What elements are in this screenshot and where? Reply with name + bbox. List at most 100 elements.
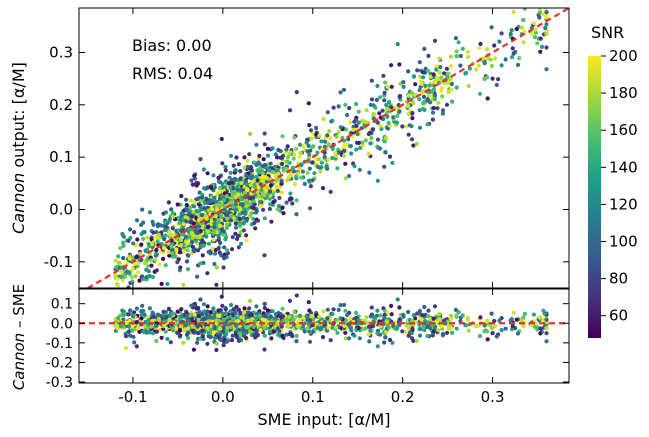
- data-point: [544, 22, 549, 27]
- data-point: [356, 140, 361, 145]
- residual-point: [544, 339, 549, 344]
- residual-point: [239, 315, 244, 320]
- data-point: [406, 132, 411, 137]
- data-point: [262, 253, 267, 258]
- data-point: [267, 196, 272, 201]
- data-point: [444, 102, 450, 107]
- data-point: [256, 193, 261, 198]
- data-point: [276, 147, 281, 153]
- residual-point: [369, 305, 374, 310]
- data-point: [371, 111, 376, 116]
- residual-point: [268, 329, 273, 334]
- data-point: [248, 213, 253, 218]
- residual-point: [420, 313, 425, 318]
- residual-point: [431, 316, 436, 321]
- data-point: [231, 216, 236, 221]
- data-point: [185, 267, 191, 272]
- residual-point: [177, 316, 182, 321]
- data-point: [242, 165, 247, 170]
- data-point: [191, 248, 196, 253]
- residual-point: [294, 293, 299, 298]
- residual-point: [423, 319, 428, 324]
- data-point: [265, 176, 270, 181]
- data-point: [366, 131, 371, 137]
- data-point: [410, 116, 415, 121]
- data-point: [231, 163, 236, 168]
- data-point: [201, 167, 206, 172]
- residual-point: [230, 333, 235, 338]
- residual-point: [456, 310, 461, 315]
- residual-point: [409, 331, 414, 336]
- data-point: [409, 137, 415, 142]
- residual-point: [354, 310, 359, 315]
- residual-point: [375, 308, 380, 313]
- residual-point: [521, 324, 526, 329]
- data-point: [169, 241, 174, 246]
- data-point: [228, 218, 233, 223]
- y-tick-label: 0.1: [51, 297, 73, 313]
- residual-point: [532, 324, 538, 329]
- data-point: [232, 176, 238, 181]
- data-point: [255, 178, 260, 183]
- data-point: [417, 97, 422, 102]
- data-point: [428, 100, 433, 105]
- data-point: [206, 208, 211, 213]
- data-point: [212, 225, 217, 230]
- data-point: [544, 9, 549, 15]
- residual-point: [330, 311, 335, 317]
- residual-point: [134, 306, 140, 311]
- data-point: [196, 248, 201, 253]
- data-point: [430, 117, 435, 122]
- residual-point: [270, 309, 275, 314]
- residual-point: [179, 313, 184, 318]
- residual-point: [328, 338, 333, 343]
- data-point: [219, 253, 224, 258]
- data-point: [258, 182, 263, 187]
- residual-point: [189, 303, 194, 308]
- data-point: [257, 166, 263, 171]
- data-point: [302, 181, 307, 186]
- data-point: [297, 166, 302, 171]
- residual-point: [482, 329, 487, 334]
- data-point: [119, 269, 124, 274]
- residual-point: [221, 343, 226, 348]
- data-point: [212, 217, 217, 222]
- top-y-ticks: -0.1 0.0 0.1 0.2 0.3: [44, 43, 569, 271]
- data-point: [436, 100, 441, 105]
- residual-point: [218, 333, 223, 338]
- data-point: [248, 131, 253, 136]
- data-point: [346, 137, 351, 142]
- data-point: [544, 31, 549, 37]
- data-point: [252, 220, 257, 226]
- data-point: [366, 120, 371, 125]
- residual-point: [208, 310, 213, 315]
- data-point: [155, 224, 160, 229]
- residual-point: [522, 311, 527, 316]
- data-point: [367, 170, 372, 175]
- residual-point: [397, 305, 402, 310]
- data-point: [188, 198, 193, 203]
- y-tick-label: 0.0: [49, 200, 73, 218]
- data-point: [194, 235, 200, 240]
- residual-point: [410, 326, 415, 331]
- data-point: [220, 227, 225, 232]
- data-point: [206, 241, 212, 246]
- data-point: [240, 210, 245, 215]
- residual-point: [375, 344, 380, 349]
- data-point: [307, 166, 312, 171]
- data-point: [390, 160, 395, 165]
- data-point: [231, 191, 236, 196]
- residual-point: [343, 318, 348, 323]
- residual-point: [238, 310, 243, 315]
- residual-point: [395, 297, 400, 302]
- residual-point: [466, 328, 471, 333]
- data-point: [336, 130, 341, 135]
- x-tick-label: 0.1: [301, 388, 325, 406]
- data-point: [351, 127, 356, 132]
- data-point: [254, 208, 259, 213]
- data-point: [260, 171, 265, 176]
- data-point: [163, 233, 168, 238]
- residual-point: [186, 330, 191, 336]
- data-point: [291, 169, 297, 174]
- residual-point: [142, 324, 147, 329]
